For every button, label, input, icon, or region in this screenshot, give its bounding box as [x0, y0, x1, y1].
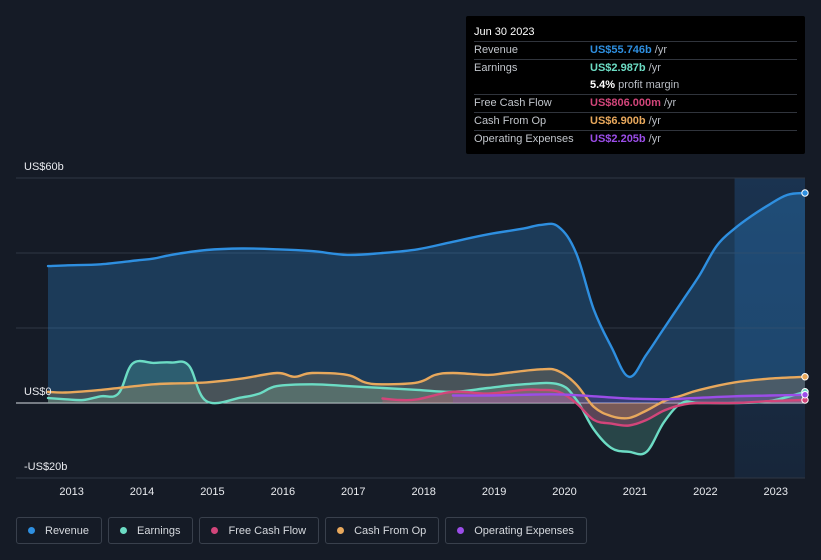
tooltip-label: Earnings: [474, 62, 518, 74]
tooltip-unit: /yr: [648, 133, 661, 145]
legend-label: Free Cash Flow: [228, 524, 307, 537]
tooltip-row-revenue: Revenue US$55.746b /yr: [474, 41, 797, 59]
area-cash-from-op: [48, 368, 805, 419]
x-tick-label: 2016: [271, 486, 295, 498]
line-earnings: [46, 359, 807, 456]
legend-dot-icon: [337, 527, 345, 534]
legend-dot-icon: [28, 527, 35, 534]
tooltip-row-earnings: Earnings US$2.987b /yr: [474, 59, 797, 77]
y-tick-label-zero: US$0: [24, 386, 52, 398]
tooltip-label: [474, 77, 590, 94]
line-revenue: [46, 191, 807, 378]
tooltip-label: Cash From Op: [474, 115, 547, 127]
line-operating-expenses: [451, 393, 807, 401]
legend-dot-icon: [457, 527, 465, 534]
y-tick-label-top: US$60b: [24, 161, 64, 173]
legend-label: Cash From Op: [354, 524, 427, 537]
grid: [16, 177, 805, 479]
legend-label: Revenue: [45, 524, 90, 537]
tooltip: Jun 30 2023 Revenue US$55.746b /yr Earni…: [466, 16, 805, 154]
tooltip-value: 5.4%: [590, 79, 616, 91]
series-endpoints: [801, 189, 809, 404]
tooltip-row-operating-expenses: Operating Expenses US$2.205b /yr: [474, 130, 797, 148]
legend-item-free-cash-flow[interactable]: Free Cash Flow: [199, 517, 320, 544]
legend-dot-icon: [120, 527, 128, 534]
legend: Revenue Earnings Free Cash Flow Cash Fro…: [16, 517, 587, 544]
x-tick-label: 2018: [411, 486, 435, 498]
legend-label: Operating Expenses: [474, 524, 574, 537]
endpoint-revenue: [801, 189, 809, 197]
tooltip-date: Jun 30 2023: [474, 26, 535, 38]
line-free-cash-flow: [381, 388, 807, 427]
series-lines: [46, 191, 807, 456]
legend-item-earnings[interactable]: Earnings: [108, 517, 194, 544]
endpoint-operating-expenses: [801, 391, 809, 399]
y-tick-label-bottom: -US$20b: [24, 461, 67, 473]
tooltip-unit: /yr: [648, 115, 661, 127]
x-tick-label: 2020: [552, 486, 576, 498]
tooltip-value: US$6.900b: [590, 115, 646, 127]
x-tick-label: 2023: [764, 486, 788, 498]
tooltip-unit: /yr: [663, 97, 677, 109]
tooltip-value: US$2.987b: [590, 62, 646, 74]
legend-item-cash-from-op[interactable]: Cash From Op: [325, 517, 440, 544]
tooltip-row-cash-from-op: Cash From Op US$6.900b /yr: [474, 112, 797, 130]
legend-label: Earnings: [137, 524, 181, 537]
series-areas: [48, 193, 805, 455]
tooltip-label: Revenue: [474, 44, 519, 56]
legend-item-revenue[interactable]: Revenue: [16, 517, 103, 544]
tooltip-value: US$2.205b: [590, 133, 646, 145]
area-earnings: [48, 361, 805, 455]
tooltip-label: Operating Expenses: [474, 133, 574, 145]
endpoint-cash-from-op: [801, 373, 809, 381]
legend-dot-icon: [211, 527, 219, 534]
tooltip-unit: /yr: [654, 44, 667, 56]
x-tick-label: 2014: [130, 486, 154, 498]
x-tick-label: 2019: [482, 486, 506, 498]
line-cash-from-op: [46, 367, 807, 420]
tooltip-row-free-cash-flow: Free Cash Flow US$806.000m /yr: [474, 94, 797, 112]
tooltip-unit: profit margin: [618, 79, 680, 91]
x-tick-label: 2017: [341, 486, 365, 498]
x-tick-label: 2022: [693, 486, 717, 498]
tooltip-value: US$806.000m: [590, 97, 661, 109]
tooltip-label: Free Cash Flow: [474, 97, 552, 109]
tooltip-value: US$55.746b: [590, 44, 652, 56]
tooltip-unit: /yr: [648, 62, 661, 74]
legend-item-operating-expenses[interactable]: Operating Expenses: [445, 517, 587, 544]
x-tick-label: 2021: [623, 486, 647, 498]
x-axis: 2013 2014 2015 2016 2017 2018 2019 2020 2021 2022…: [59, 486, 788, 498]
x-tick-label: 2015: [200, 486, 224, 498]
x-tick-label: 2013: [59, 486, 83, 498]
tooltip-row-profit-margin: 5.4% profit margin: [474, 77, 797, 94]
area-revenue: [48, 193, 805, 403]
